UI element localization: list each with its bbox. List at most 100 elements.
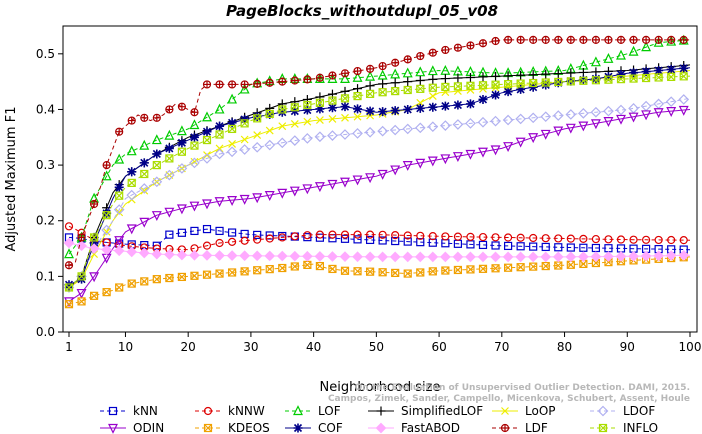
data-point-marker	[227, 118, 237, 128]
x-tick-label: 100	[679, 340, 702, 354]
data-point-marker	[316, 74, 324, 82]
data-point-marker	[293, 423, 303, 433]
data-point-marker	[177, 138, 187, 148]
data-point-marker	[353, 112, 362, 121]
data-point-marker	[265, 109, 274, 118]
legend-item-inflo: INFLO	[590, 421, 658, 434]
data-point-marker	[590, 56, 601, 67]
data-point-marker	[642, 74, 651, 82]
data-point-marker	[102, 288, 111, 297]
data-point-marker	[90, 291, 99, 300]
x-axis-label: Neighborhood size	[320, 380, 441, 395]
data-point-marker	[578, 67, 588, 77]
data-point-marker	[679, 72, 688, 81]
data-point-marker	[253, 266, 262, 275]
data-point-marker	[152, 275, 161, 284]
data-point-marker	[228, 80, 236, 88]
data-point-marker	[502, 114, 514, 126]
data-point-marker	[164, 129, 175, 140]
data-point-marker	[115, 283, 124, 292]
data-point-marker	[239, 250, 250, 262]
data-point-marker	[88, 243, 100, 254]
data-point-marker	[77, 272, 86, 281]
data-point-marker	[616, 69, 626, 79]
data-point-marker	[314, 73, 325, 83]
data-point-marker	[478, 240, 488, 250]
y-tick-label: 0.2	[36, 214, 55, 228]
series-knnw	[64, 222, 691, 254]
data-point-marker	[240, 267, 249, 276]
data-point-marker	[289, 250, 301, 262]
data-point-marker	[265, 265, 274, 274]
data-point-marker	[314, 131, 326, 143]
data-point-marker	[315, 98, 325, 107]
data-point-marker	[328, 114, 337, 123]
data-point-marker	[315, 233, 325, 242]
legend-item-ldf: LDF	[492, 421, 548, 434]
data-point-marker	[201, 153, 213, 164]
data-point-marker	[516, 79, 525, 88]
data-point-marker	[115, 191, 124, 200]
data-point-marker	[416, 52, 424, 60]
data-point-marker	[529, 262, 538, 271]
data-point-marker	[678, 249, 690, 261]
data-point-marker	[364, 251, 376, 263]
data-point-marker	[365, 230, 375, 239]
data-point-marker	[378, 79, 388, 89]
data-point-marker	[327, 103, 337, 113]
data-point-marker	[101, 224, 112, 236]
data-point-marker	[403, 237, 412, 246]
data-point-marker	[303, 101, 312, 109]
data-point-marker	[403, 85, 412, 95]
data-point-marker	[203, 80, 211, 88]
data-point-marker	[352, 175, 363, 186]
data-point-marker	[441, 82, 450, 91]
data-point-marker	[599, 424, 607, 432]
data-point-marker	[353, 235, 362, 244]
data-point-marker	[529, 242, 538, 251]
data-point-marker	[541, 78, 550, 87]
data-point-marker	[215, 269, 224, 278]
data-point-marker	[64, 283, 74, 292]
data-point-marker	[680, 36, 688, 44]
data-point-marker	[239, 144, 250, 155]
data-point-marker	[78, 233, 86, 241]
data-point-marker	[390, 78, 400, 88]
data-point-marker	[341, 94, 349, 103]
data-point-marker	[139, 139, 150, 150]
data-point-marker	[503, 80, 513, 89]
data-point-marker	[302, 133, 313, 144]
data-point-marker	[278, 78, 286, 86]
data-point-marker	[579, 36, 587, 44]
data-point-marker	[491, 233, 500, 242]
data-point-marker	[366, 65, 374, 73]
data-point-marker	[579, 243, 588, 252]
x-tick-label: 60	[431, 340, 446, 354]
data-point-marker	[429, 49, 437, 57]
data-point-marker	[365, 106, 375, 116]
data-point-marker	[665, 250, 677, 261]
data-point-marker	[227, 93, 238, 104]
data-point-marker	[314, 251, 326, 262]
data-point-marker	[504, 36, 512, 44]
data-point-marker	[113, 245, 125, 257]
data-point-marker	[566, 68, 576, 78]
data-point-marker	[641, 235, 651, 244]
data-point-marker	[202, 135, 212, 145]
data-point-marker	[327, 251, 338, 262]
data-point-marker	[101, 170, 112, 181]
data-point-marker	[591, 234, 601, 244]
data-point-marker	[352, 128, 363, 139]
data-point-marker	[541, 262, 550, 270]
data-point-marker	[138, 183, 150, 194]
data-point-marker	[441, 82, 450, 92]
data-point-marker	[251, 250, 263, 262]
data-point-marker	[315, 104, 325, 114]
legend-label: kNN	[133, 404, 158, 418]
data-point-marker	[127, 279, 136, 288]
data-point-marker	[89, 291, 99, 300]
data-point-marker	[278, 122, 287, 131]
data-point-marker	[364, 126, 376, 138]
data-point-marker	[90, 233, 99, 242]
